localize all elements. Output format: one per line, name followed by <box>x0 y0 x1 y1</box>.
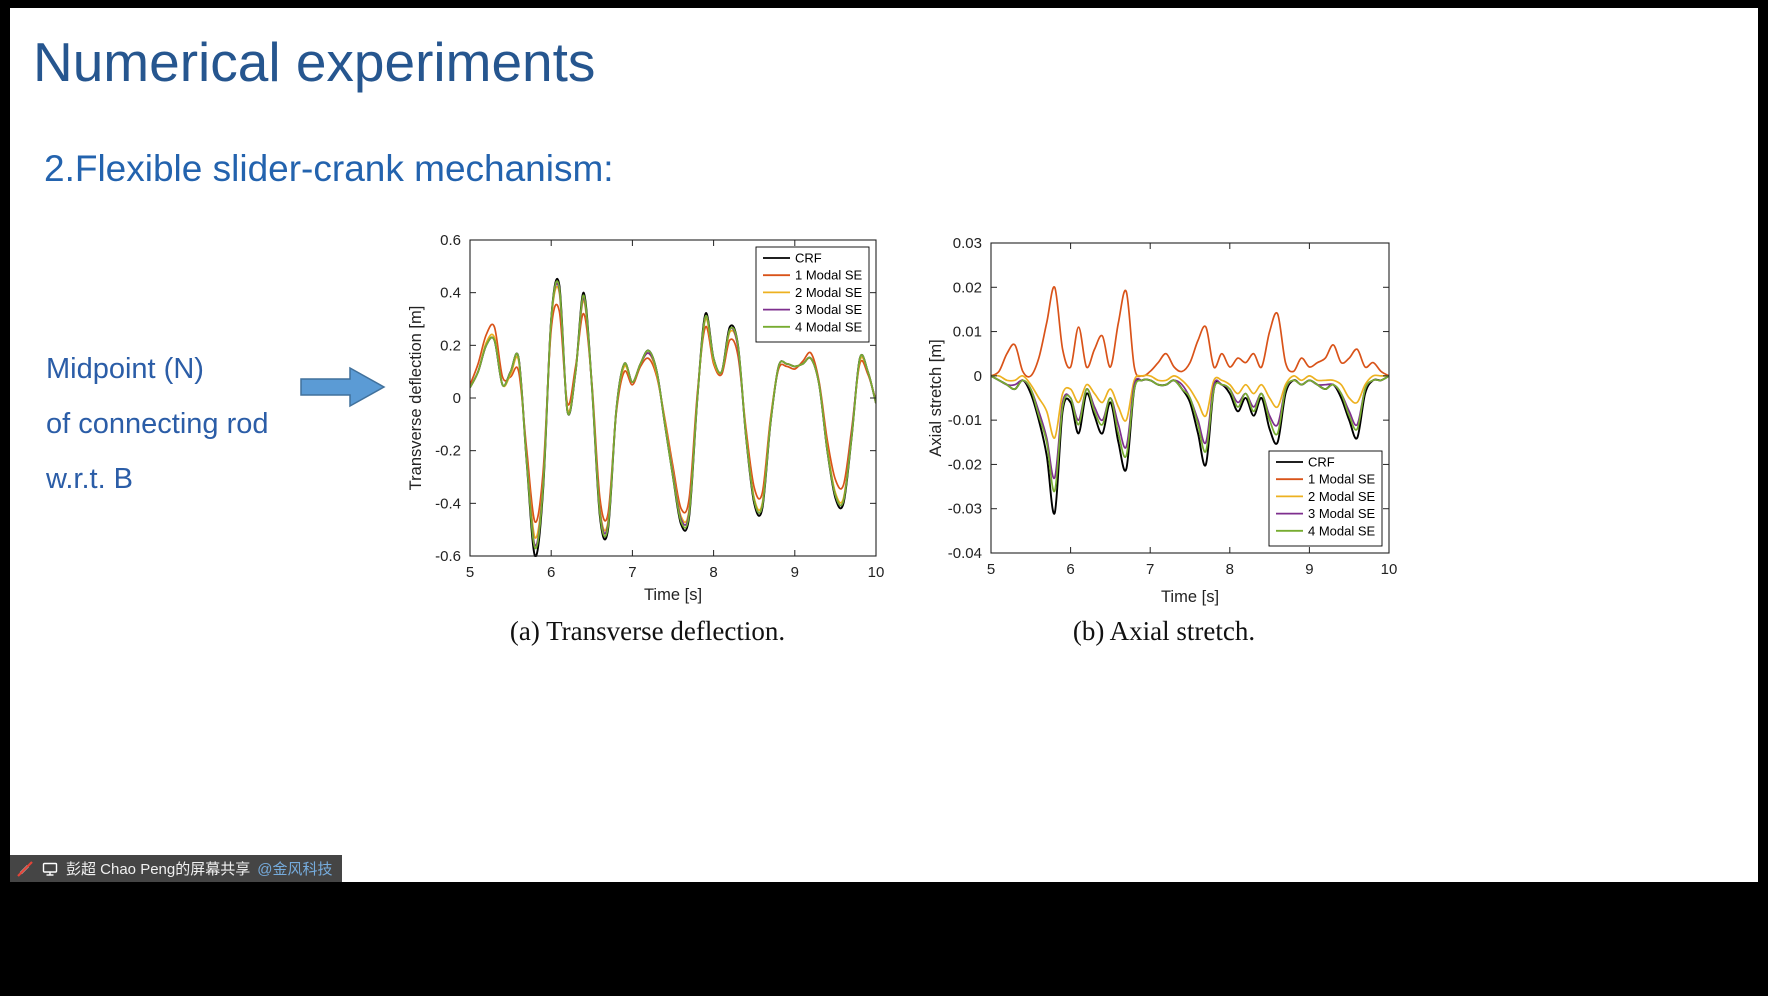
chart-axial-stretch: 5 6 7 8 9 10 0.03 0.02 0.01 0 -0.01 -0.02 -0.03 -0.04… <box>925 230 1403 610</box>
svg-text:Time [s]: Time [s] <box>644 586 702 604</box>
chart-transverse-deflection: 5 6 7 8 9 10 0.6 0.4 0.2 0 -0.2 -0.4 -0.6 Time [s] Tra… <box>405 228 890 608</box>
annotation-line: w.r.t. B <box>46 463 134 495</box>
svg-text:-0.03: -0.03 <box>948 501 982 518</box>
chart-axial-stretch-svg: 5 6 7 8 9 10 0.03 0.02 0.01 0 -0.01 -0.02 -0.03 -0.04… <box>927 235 1398 606</box>
svg-text:0.2: 0.2 <box>440 337 461 354</box>
svg-text:CRF: CRF <box>795 251 822 266</box>
slide-title: Numerical experiments <box>33 31 596 93</box>
svg-text:0: 0 <box>974 368 982 385</box>
svg-text:-0.6: -0.6 <box>435 548 461 565</box>
svg-text:-0.02: -0.02 <box>948 456 982 473</box>
svg-text:3 Modal SE: 3 Modal SE <box>1308 506 1376 521</box>
caption-b: (b) Axial stretch. <box>1072 616 1256 646</box>
svg-text:-0.01: -0.01 <box>948 412 982 429</box>
svg-text:0.01: 0.01 <box>953 324 982 341</box>
slide <box>10 8 1758 882</box>
share-account-link[interactable]: @金风科技 <box>257 861 333 878</box>
svg-text:6: 6 <box>547 564 555 581</box>
svg-text:2 Modal SE: 2 Modal SE <box>1308 489 1376 504</box>
svg-text:8: 8 <box>709 564 717 581</box>
svg-text:5: 5 <box>466 564 474 581</box>
svg-text:8: 8 <box>1226 561 1234 578</box>
svg-text:1 Modal SE: 1 Modal SE <box>795 268 863 283</box>
slide-subtitle: 2.Flexible slider-crank mechanism: <box>44 148 614 189</box>
svg-text:0.03: 0.03 <box>953 235 982 252</box>
svg-text:Time [s]: Time [s] <box>1161 588 1219 606</box>
annotation-text: Midpoint (N) of connecting rod w.r.t. B <box>46 342 268 507</box>
svg-text:0.6: 0.6 <box>440 232 461 249</box>
right-arrow-icon <box>300 366 386 408</box>
svg-text:5: 5 <box>987 561 995 578</box>
svg-text:9: 9 <box>1305 561 1313 578</box>
svg-text:7: 7 <box>628 564 636 581</box>
svg-text:2 Modal SE: 2 Modal SE <box>795 285 863 300</box>
caption-a: (a) Transverse deflection. <box>509 616 786 646</box>
share-status-text: 彭超 Chao Peng的屏幕共享 <box>66 861 251 878</box>
chart-transverse-deflection-svg: 5 6 7 8 9 10 0.6 0.4 0.2 0 -0.2 -0.4 -0.6 Time [s] Tra… <box>407 232 885 604</box>
annotation-line: of connecting rod <box>46 408 269 440</box>
svg-text:1 Modal SE: 1 Modal SE <box>1308 472 1376 487</box>
svg-text:0.4: 0.4 <box>440 285 461 302</box>
svg-text:4 Modal SE: 4 Modal SE <box>795 319 863 334</box>
annotation-disabled-icon[interactable] <box>16 860 34 878</box>
svg-text:CRF: CRF <box>1308 455 1335 470</box>
annotation-line: Midpoint (N) <box>46 353 204 385</box>
svg-text:0.02: 0.02 <box>953 279 982 296</box>
svg-text:9: 9 <box>791 564 799 581</box>
svg-text:Transverse deflection [m]: Transverse deflection [m] <box>407 306 425 491</box>
svg-text:4 Modal SE: 4 Modal SE <box>1308 523 1376 538</box>
svg-text:Axial stretch [m]: Axial stretch [m] <box>927 339 945 456</box>
svg-text:10: 10 <box>1381 561 1398 578</box>
screen-share-toolbar: 彭超 Chao Peng的屏幕共享 @金风科技 <box>10 855 343 882</box>
svg-text:-0.4: -0.4 <box>435 495 461 512</box>
svg-text:0: 0 <box>453 390 461 407</box>
right-arrow-svg <box>300 366 386 408</box>
svg-text:-0.04: -0.04 <box>948 545 982 562</box>
svg-text:3 Modal SE: 3 Modal SE <box>795 302 863 317</box>
svg-text:7: 7 <box>1146 561 1154 578</box>
monitor-icon[interactable] <box>41 860 59 878</box>
svg-text:-0.2: -0.2 <box>435 443 461 460</box>
svg-text:10: 10 <box>868 564 885 581</box>
svg-text:6: 6 <box>1066 561 1074 578</box>
